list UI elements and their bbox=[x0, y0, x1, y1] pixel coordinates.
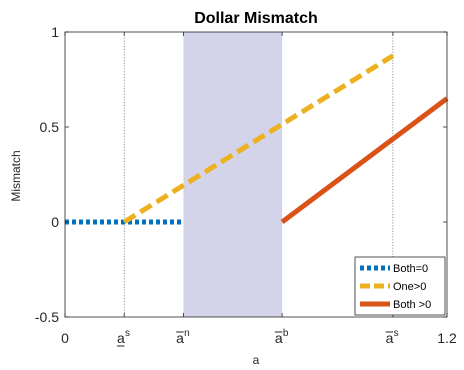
series-line-2 bbox=[280, 96, 449, 225]
chart-title: Dollar Mismatch bbox=[194, 10, 318, 27]
x-tick-label-superscript: s bbox=[125, 328, 130, 339]
y-tick-label: -0.5 bbox=[35, 309, 59, 325]
y-tick-label: 1 bbox=[51, 24, 59, 40]
x-tick-label-base: a bbox=[386, 330, 394, 346]
legend-label-0: Both=0 bbox=[393, 263, 428, 275]
y-axis-label: Mismatch bbox=[9, 150, 23, 201]
axis-ticks: -0.500.510 a s a n a b 1.2a s bbox=[35, 24, 457, 347]
x-tick-label-superscript: b bbox=[283, 328, 289, 339]
legend-label-1: One>0 bbox=[393, 281, 426, 293]
axes-box bbox=[64, 31, 448, 318]
x-tick-label: 0 bbox=[61, 330, 69, 346]
x-tick-label: 1.2 bbox=[437, 330, 457, 346]
shaded-region bbox=[183, 32, 283, 317]
x-tick-label-base: a bbox=[176, 330, 184, 346]
legend: Both=0 One>0 Both >0 bbox=[354, 256, 446, 316]
series-line-1 bbox=[122, 53, 395, 225]
x-tick-label-superscript: s bbox=[394, 328, 399, 339]
legend-label-2: Both >0 bbox=[393, 299, 431, 311]
y-tick-label: 0 bbox=[51, 214, 59, 230]
plot-area bbox=[64, 31, 449, 318]
x-tick-label-base: a bbox=[117, 330, 125, 346]
y-tick-label: 0.5 bbox=[40, 119, 60, 135]
x-tick-label-base: a bbox=[275, 330, 283, 346]
x-axis-label: a bbox=[253, 353, 260, 367]
x-tick-label-superscript: n bbox=[184, 328, 190, 339]
